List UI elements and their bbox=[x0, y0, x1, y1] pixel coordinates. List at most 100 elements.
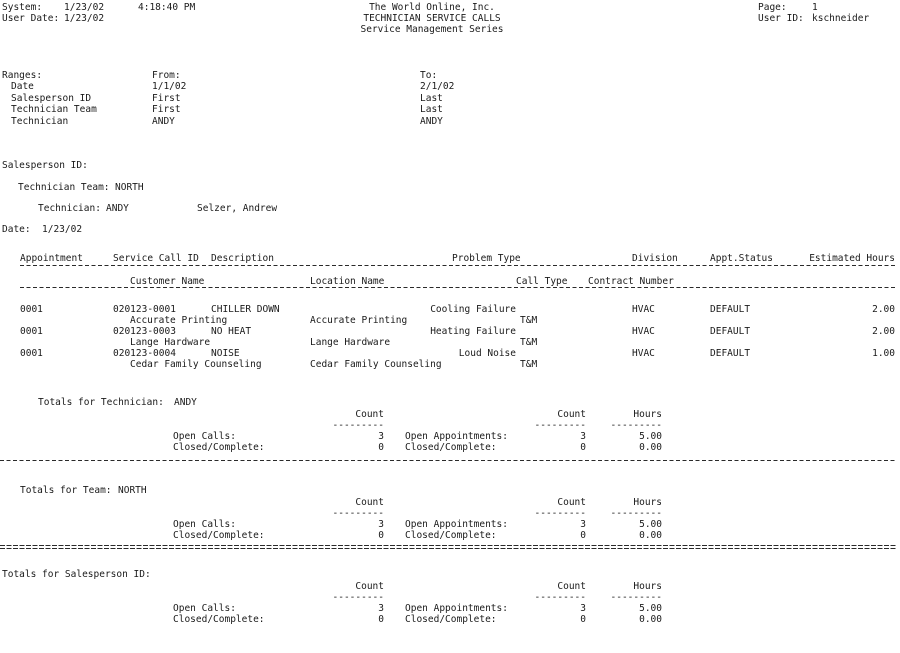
count-header: Count bbox=[557, 497, 586, 508]
column-dashes: --------- bbox=[534, 420, 586, 431]
cell-appointment: 0001 bbox=[20, 304, 43, 315]
dashed-separator bbox=[20, 287, 897, 288]
th-contract-number: Contract Number bbox=[588, 276, 674, 287]
user-date-label: User Date: bbox=[2, 13, 60, 24]
system-label: System: bbox=[2, 2, 43, 13]
cell-appt-status: DEFAULT bbox=[710, 348, 751, 359]
cell-call-type: T&M bbox=[520, 359, 538, 370]
date-label: Date: bbox=[2, 224, 31, 235]
column-dashes: --------- bbox=[534, 508, 586, 519]
closed-complete-label: Closed/Complete: bbox=[173, 614, 265, 625]
open-calls-label: Open Calls: bbox=[173, 603, 236, 614]
th-customer-name: Customer Name bbox=[130, 276, 205, 287]
range-name: Salesperson ID bbox=[11, 93, 92, 104]
cell-appt-status: DEFAULT bbox=[710, 304, 751, 315]
report-title: TECHNICIAN SERVICE CALLS bbox=[363, 13, 501, 24]
open-calls-label: Open Calls: bbox=[173, 519, 236, 530]
cell-service-call-id: 020123-0001 bbox=[113, 304, 176, 315]
dashed-separator bbox=[0, 460, 897, 461]
hours-header: Hours bbox=[633, 497, 662, 508]
open-calls-count: 3 bbox=[378, 431, 384, 442]
cell-location-name: Cedar Family Counseling bbox=[310, 359, 442, 370]
open-calls-count: 3 bbox=[378, 603, 384, 614]
closed-calls-count: 0 bbox=[378, 614, 384, 625]
count-header: Count bbox=[355, 497, 384, 508]
th-appt-status: Appt.Status bbox=[710, 253, 773, 264]
double-separator bbox=[0, 548, 897, 549]
column-dashes: --------- bbox=[610, 592, 662, 603]
open-appointments-count: 3 bbox=[580, 519, 586, 530]
cell-problem-type: Heating Failure bbox=[430, 326, 516, 337]
open-hours: 5.00 bbox=[639, 519, 662, 530]
cell-division: HVAC bbox=[632, 304, 655, 315]
closed-complete-label: Closed/Complete: bbox=[405, 442, 497, 453]
cell-division: HVAC bbox=[632, 326, 655, 337]
closed-hours: 0.00 bbox=[639, 442, 662, 453]
th-location-name: Location Name bbox=[310, 276, 385, 287]
closed-complete-label: Closed/Complete: bbox=[173, 530, 265, 541]
cell-description: NO HEAT bbox=[211, 326, 252, 337]
salesperson-id-label: Salesperson ID: bbox=[2, 160, 88, 171]
open-appointments-label: Open Appointments: bbox=[405, 603, 508, 614]
open-appointments-count: 3 bbox=[580, 431, 586, 442]
ranges-to-label: To: bbox=[420, 70, 438, 81]
totals-label: Totals for Technician: bbox=[38, 397, 164, 408]
cell-call-type: T&M bbox=[520, 337, 538, 348]
cell-customer-name: Cedar Family Counseling bbox=[130, 359, 262, 370]
column-dashes: --------- bbox=[332, 508, 384, 519]
totals-value: ANDY bbox=[174, 397, 197, 408]
count-header: Count bbox=[557, 581, 586, 592]
service-call-row: 0001 020123-0004 NOISE Loud Noise HVAC D… bbox=[0, 348, 900, 370]
th-problem-type: Problem Type bbox=[452, 253, 521, 264]
system-time: 4:18:40 PM bbox=[138, 2, 196, 13]
range-from: 1/1/02 bbox=[152, 81, 187, 92]
system-date: 1/23/02 bbox=[64, 2, 105, 13]
totals-team-block: Totals for Team: NORTH Count Count Hours… bbox=[0, 485, 900, 543]
column-dashes: --------- bbox=[332, 420, 384, 431]
cell-service-call-id: 020123-0003 bbox=[113, 326, 176, 337]
team-value: NORTH bbox=[115, 182, 144, 193]
totals-value: NORTH bbox=[118, 485, 147, 496]
range-to: 2/1/02 bbox=[420, 81, 455, 92]
cell-division: HVAC bbox=[632, 348, 655, 359]
cell-appointment: 0001 bbox=[20, 326, 43, 337]
range-from: ANDY bbox=[152, 116, 175, 127]
open-appointments-label: Open Appointments: bbox=[405, 431, 508, 442]
company-name: The World Online, Inc. bbox=[369, 2, 495, 13]
open-calls-label: Open Calls: bbox=[173, 431, 236, 442]
dashed-separator bbox=[20, 265, 897, 266]
hours-header: Hours bbox=[633, 409, 662, 420]
double-separator bbox=[0, 545, 897, 546]
cell-customer-name: Lange Hardware bbox=[130, 337, 211, 348]
team-label: Technician Team: bbox=[18, 182, 110, 193]
totals-label: Totals for Team: bbox=[20, 485, 112, 496]
closed-complete-label: Closed/Complete: bbox=[405, 530, 497, 541]
totals-label: Totals for Salesperson ID: bbox=[2, 569, 151, 580]
cell-description: NOISE bbox=[211, 348, 240, 359]
closed-complete-label: Closed/Complete: bbox=[173, 442, 265, 453]
cell-call-type: T&M bbox=[520, 315, 538, 326]
column-dashes: --------- bbox=[610, 508, 662, 519]
technician-name: Selzer, Andrew bbox=[197, 203, 278, 214]
user-id-label: User ID: bbox=[758, 13, 804, 24]
range-to: Last bbox=[420, 93, 443, 104]
user-id-value: kschneider bbox=[812, 13, 870, 24]
column-dashes: --------- bbox=[610, 420, 662, 431]
range-name: Technician Team bbox=[11, 104, 97, 115]
technician-id: ANDY bbox=[106, 203, 129, 214]
closed-appointments-count: 0 bbox=[580, 530, 586, 541]
count-header: Count bbox=[355, 581, 384, 592]
service-call-row: 0001 020123-0001 CHILLER DOWN Cooling Fa… bbox=[0, 304, 900, 326]
column-dashes: --------- bbox=[534, 592, 586, 603]
technician-label: Technician: bbox=[38, 203, 101, 214]
page-label: Page: bbox=[758, 2, 787, 13]
cell-estimated-hours: 2.00 bbox=[872, 304, 895, 315]
cell-description: CHILLER DOWN bbox=[211, 304, 280, 315]
closed-appointments-count: 0 bbox=[580, 614, 586, 625]
range-to: Last bbox=[420, 104, 443, 115]
cell-location-name: Accurate Printing bbox=[310, 315, 408, 326]
hours-header: Hours bbox=[633, 581, 662, 592]
cell-appt-status: DEFAULT bbox=[710, 326, 751, 337]
th-service-call-id: Service Call ID bbox=[113, 253, 199, 264]
